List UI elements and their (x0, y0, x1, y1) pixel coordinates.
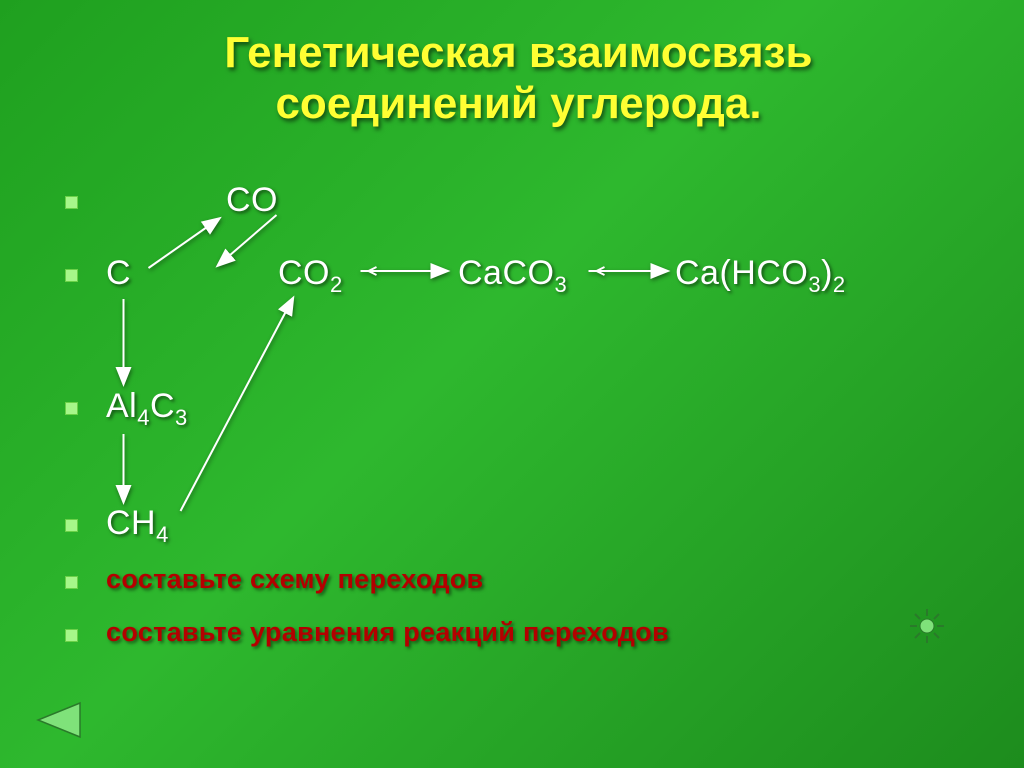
action-sun-icon[interactable] (907, 606, 947, 651)
node-co2-sub: 2 (330, 272, 343, 297)
task-2: составьте уравнения реакций переходов (106, 617, 669, 648)
node-cahco3: Ca(HCO3)2 (675, 254, 846, 293)
bullet-icon (65, 402, 78, 415)
node-cahco3-sub2: 2 (833, 272, 846, 297)
node-al4c3-sub: 4 (137, 405, 150, 430)
bullet-icon (65, 576, 78, 589)
node-caco3: CaCO3 (458, 254, 567, 293)
node-ch4: CH4 (106, 504, 169, 543)
slide: Генетическая взаимосвязь соединений угле… (0, 0, 1024, 768)
nav-back-icon[interactable] (32, 699, 84, 746)
node-al4c3: Al4C3 (106, 387, 188, 426)
node-cahco3-post: ) (821, 254, 833, 292)
bullet-icon (65, 629, 78, 642)
diagram-area: CO C CO2 CaCO3 Ca(HCO3)2 Al4C3 CH4 соста… (65, 171, 972, 711)
node-c: C (106, 254, 131, 293)
node-co-text: CO (226, 181, 278, 219)
node-al4c3-pre: Al (106, 387, 137, 425)
node-co: CO (226, 181, 278, 220)
node-ch4-pre: CH (106, 504, 156, 542)
node-co2: CO2 (278, 254, 343, 293)
title-line-2: соединений углерода. (65, 79, 972, 130)
node-ch4-sub: 4 (156, 522, 169, 547)
node-caco3-sub: 3 (554, 272, 567, 297)
node-caco3-pre: CaCO (458, 254, 554, 292)
node-cahco3-pre: Ca(HCO (675, 254, 808, 292)
bullet-icon (65, 196, 78, 209)
node-c-text: C (106, 254, 131, 292)
node-al4c3-mid: C (150, 387, 175, 425)
task-1: составьте схему переходов (106, 564, 483, 595)
node-co2-pre: CO (278, 254, 330, 292)
node-al4c3-sub2: 3 (175, 405, 188, 430)
bullet-icon (65, 269, 78, 282)
bullet-icon (65, 519, 78, 532)
slide-title: Генетическая взаимосвязь соединений угле… (65, 28, 972, 129)
node-cahco3-sub: 3 (808, 272, 821, 297)
title-line-1: Генетическая взаимосвязь (65, 28, 972, 79)
